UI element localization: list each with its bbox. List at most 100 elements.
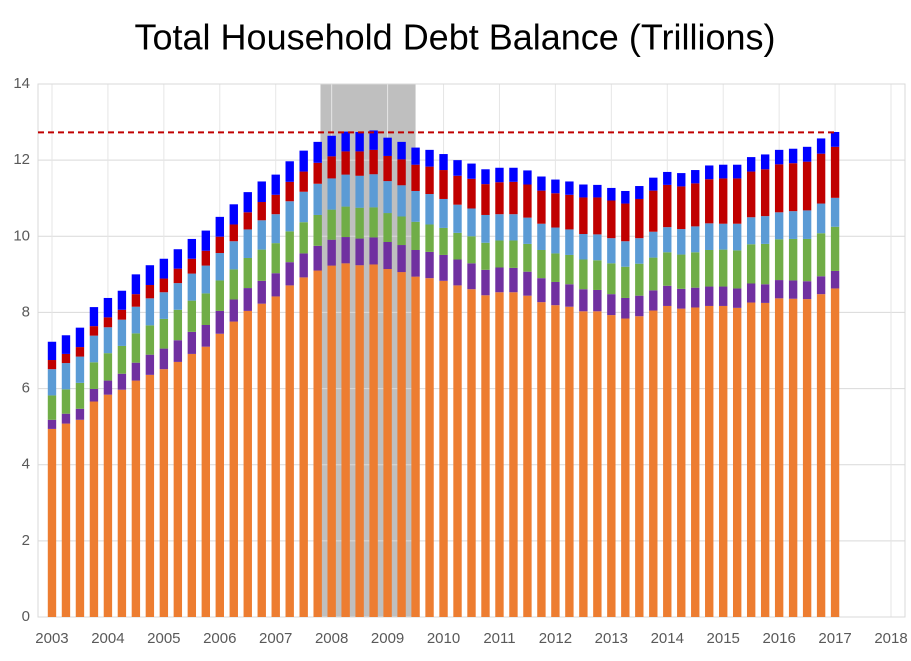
bar-segment	[691, 252, 700, 288]
bar-segment	[523, 243, 532, 272]
bar-segment	[663, 285, 672, 306]
bar-segment	[383, 241, 392, 270]
bar-segment	[411, 190, 420, 222]
x-tick-label: 2016	[762, 630, 795, 647]
bar-segment	[439, 170, 448, 199]
bar-segment	[732, 250, 742, 289]
bar-segment	[355, 265, 364, 617]
bar-segment	[285, 181, 294, 202]
bar-segment	[509, 181, 518, 215]
bar-segment	[369, 237, 378, 265]
bar-segment	[187, 273, 197, 301]
bar-segment	[453, 160, 462, 176]
bar-segment	[691, 183, 700, 227]
bar-segment	[579, 197, 588, 235]
y-tick-label: 14	[13, 75, 30, 92]
bar-segment	[397, 245, 406, 273]
bar-segment	[75, 327, 85, 348]
bar-segment	[341, 237, 350, 264]
bar-segment	[579, 311, 588, 617]
bar-segment	[341, 151, 350, 175]
bar-segment	[593, 260, 602, 290]
bar-segment	[397, 272, 406, 617]
bar-segment	[117, 373, 127, 390]
bar-segment	[565, 284, 574, 307]
bar-segment	[89, 388, 99, 402]
bar-segment	[425, 224, 434, 252]
bar-segment	[774, 212, 784, 240]
bar-segment	[579, 259, 588, 290]
bar-segment	[117, 309, 127, 320]
bar-segment	[327, 178, 336, 210]
bar-segment	[75, 382, 85, 409]
bar-segment	[131, 362, 141, 381]
x-tick-label: 2015	[707, 630, 740, 647]
bar-segment	[215, 253, 224, 281]
bar-segment	[481, 184, 490, 215]
bar-segment	[453, 259, 462, 286]
bar-segment	[746, 283, 756, 303]
bar-segment	[313, 141, 322, 163]
bar-segment	[732, 288, 742, 308]
bar-segment	[746, 244, 756, 284]
bar-segment	[649, 190, 658, 232]
bar-segment	[47, 369, 57, 396]
bar-segment	[299, 253, 308, 278]
bar-segment	[369, 207, 378, 238]
bar-segment	[579, 289, 588, 312]
bar-segment	[746, 302, 756, 617]
x-tick-label: 2008	[315, 630, 348, 647]
bar-segment	[159, 278, 169, 293]
bar-segment	[495, 167, 504, 183]
bar-segment	[802, 161, 812, 211]
bar-segment	[187, 258, 197, 274]
bar-segment	[299, 277, 308, 617]
bar-segment	[802, 238, 812, 282]
bar-segment	[565, 254, 574, 285]
bar-segment	[719, 178, 728, 224]
y-tick-label: 10	[13, 227, 30, 244]
bar-segment	[593, 184, 602, 198]
bar-segment	[383, 213, 392, 242]
bar-segment	[509, 292, 518, 617]
bar-segment	[537, 223, 546, 250]
bar-segment	[131, 306, 141, 334]
bar-segment	[453, 285, 462, 617]
bar-segment	[89, 307, 99, 327]
bar-segment	[131, 294, 141, 307]
bar-segment	[411, 276, 420, 617]
bar-segment	[243, 192, 252, 213]
bar-segment	[705, 305, 714, 617]
bar-segment	[243, 288, 252, 311]
bar-segment	[313, 162, 322, 184]
bar-segment	[481, 295, 490, 617]
bar-segment	[719, 286, 728, 306]
bar-segment	[760, 169, 770, 217]
x-tick-label: 2011	[483, 630, 515, 647]
bar-segment	[243, 257, 252, 289]
bar-segment	[229, 204, 238, 225]
bar-segment	[47, 395, 57, 420]
bar-segment	[257, 280, 266, 304]
bar-segment	[495, 240, 504, 268]
bar-segment	[201, 346, 211, 617]
bar-segment	[285, 231, 294, 263]
bar-segment	[215, 280, 224, 311]
bar-segment	[383, 269, 392, 617]
bar-segment	[774, 280, 784, 299]
bar-segment	[635, 295, 644, 317]
bar-segment	[677, 288, 686, 309]
bar-segment	[635, 198, 644, 239]
bar-segment	[439, 254, 448, 281]
bar-segment	[467, 236, 476, 264]
bar-segment	[47, 428, 57, 617]
bar-segment	[481, 242, 490, 270]
bar-segment	[103, 297, 113, 318]
bar-segment	[593, 311, 602, 617]
bar-segment	[313, 183, 322, 215]
x-tick-label: 2006	[203, 630, 236, 647]
bar-segment	[621, 241, 630, 267]
bar-segment	[145, 265, 155, 286]
bar-segment	[173, 361, 183, 617]
bar-segment	[830, 131, 840, 147]
